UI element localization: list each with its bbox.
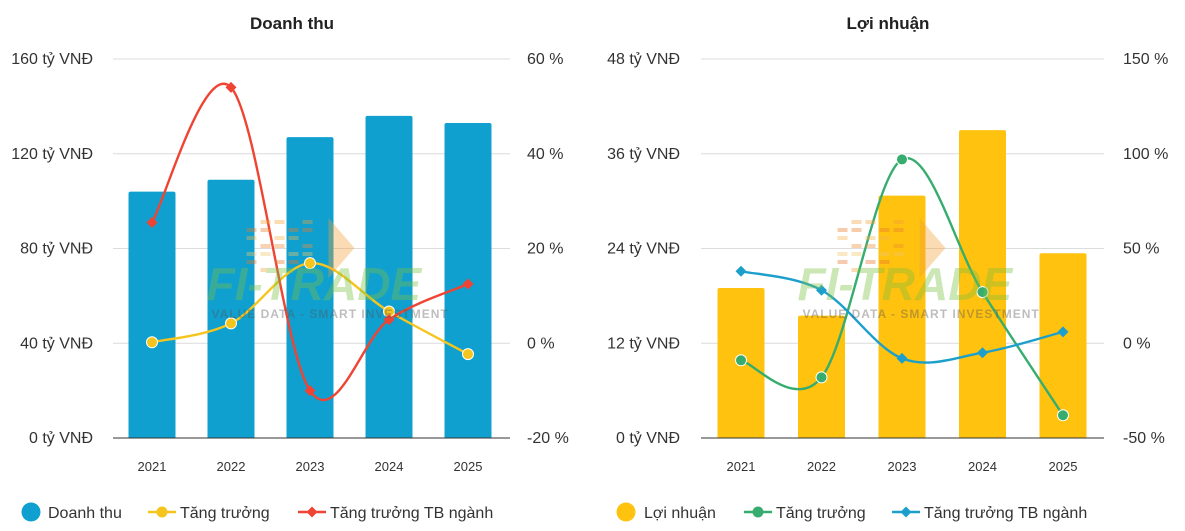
left-axis-tick-label: 12 tỷ VNĐ (607, 335, 680, 352)
right-axis-tick-label: 40 % (527, 146, 563, 163)
point-2021 (735, 265, 747, 277)
bar-2024 (959, 130, 1006, 438)
bar-2023 (878, 195, 926, 438)
point-2023 (304, 385, 316, 397)
legend-item[interactable]: Doanh thu (21, 502, 122, 523)
right-axis-tick-label: 100 % (1123, 146, 1168, 163)
legend-marker (900, 506, 912, 518)
right-axis-tick-label: 0 % (1123, 335, 1151, 352)
right-axis-tick-label: 60 % (527, 51, 563, 68)
left-axis-tick-label: 160 tỷ VNĐ (11, 51, 93, 68)
right-axis-tick-label: 150 % (1123, 51, 1168, 68)
right-axis-tick-label: 20 % (527, 241, 563, 258)
point-2022 (815, 371, 828, 384)
legend-item[interactable]: Lợi nhuận (616, 502, 716, 523)
watermark-text: FI-TRADE (207, 258, 423, 310)
legend-item[interactable]: Tăng trưởng (744, 505, 866, 522)
bar-2022 (207, 179, 255, 438)
legend-item[interactable]: Tăng trưởng TB ngành (892, 505, 1087, 522)
x-axis-tick-label: 2021 (138, 459, 167, 474)
point-2024 (977, 347, 988, 359)
legend-label: Tăng trưởng TB ngành (924, 505, 1087, 522)
point-2021 (146, 216, 158, 228)
point-2025 (462, 278, 474, 290)
right-axis-tick-label: -50 % (1123, 430, 1165, 447)
legend-item[interactable]: Tăng trưởng TB ngành (298, 505, 493, 522)
legend-label: Lợi nhuận (644, 505, 716, 522)
point-2025 (462, 348, 474, 361)
point-2023 (896, 352, 908, 364)
x-axis-tick-label: 2024 (968, 459, 997, 474)
point-2022 (225, 317, 237, 330)
x-axis-tick-label: 2024 (375, 459, 404, 474)
legend-label: Tăng trưởng (776, 505, 866, 522)
legend-item[interactable]: Tăng trưởng (148, 505, 270, 522)
x-axis-tick-label: 2023 (888, 459, 917, 474)
right-axis-tick-label: -20 % (527, 430, 569, 447)
watermark-tagline: VALUE DATA - SMART INVESTMENT (803, 307, 1040, 321)
watermark-tagline: VALUE DATA - SMART INVESTMENT (212, 307, 449, 321)
x-axis-tick-label: 2022 (217, 459, 246, 474)
left-axis-tick-label: 80 tỷ VNĐ (20, 241, 93, 258)
bar-2024 (365, 115, 413, 438)
left-axis-tick-label: 36 tỷ VNĐ (607, 146, 680, 163)
point-2025 (1057, 326, 1069, 338)
legend-marker (156, 506, 168, 518)
left-axis-tick-label: 48 tỷ VNĐ (607, 51, 680, 68)
legend-label: Tăng trưởng TB ngành (330, 505, 493, 522)
left-axis-tick-label: 40 tỷ VNĐ (20, 335, 93, 352)
legend-swatch (616, 502, 636, 522)
chart-title: Doanh thu (250, 14, 334, 33)
chart-title: Lợi nhuận (847, 14, 930, 33)
x-axis-tick-label: 2025 (454, 459, 483, 474)
point-2021 (146, 336, 158, 349)
left-axis-tick-label: 24 tỷ VNĐ (607, 241, 680, 258)
point-2023 (896, 153, 908, 166)
left-axis-tick-label: 0 tỷ VNĐ (29, 430, 93, 447)
point-2023 (304, 257, 316, 270)
chart-panel-2: Lợi nhuận 48 tỷ VNĐ 150 % 36 tỷ VNĐ 100 % 24 … (607, 14, 1168, 522)
bar-2021 (128, 191, 176, 438)
point-2025 (1057, 409, 1069, 422)
x-axis-tick-label: 2021 (727, 459, 756, 474)
left-axis-tick-label: 0 tỷ VNĐ (616, 430, 680, 447)
point-2021 (735, 354, 747, 367)
x-axis-tick-label: 2022 (807, 459, 836, 474)
legend-label: Doanh thu (48, 505, 122, 522)
right-axis-tick-label: 0 % (527, 335, 555, 352)
point-2022 (816, 284, 827, 296)
legend-label: Tăng trưởng (180, 505, 270, 522)
x-axis-tick-label: 2023 (296, 459, 325, 474)
right-axis-tick-label: 50 % (1123, 241, 1159, 258)
x-axis-tick-label: 2025 (1049, 459, 1078, 474)
left-axis-tick-label: 120 tỷ VNĐ (11, 146, 93, 163)
legend-marker (306, 506, 318, 518)
legend-marker (752, 506, 764, 518)
watermark-text: FI-TRADE (798, 258, 1014, 310)
point-2024 (976, 286, 989, 299)
bar-2025 (1039, 253, 1087, 438)
legend-swatch (21, 502, 41, 522)
point-2022 (225, 81, 237, 93)
point-2024 (383, 314, 395, 326)
chart-panel-1: Doanh thu 160 tỷ VNĐ 60 % 120 tỷ VNĐ 40 % 80 … (11, 14, 569, 522)
